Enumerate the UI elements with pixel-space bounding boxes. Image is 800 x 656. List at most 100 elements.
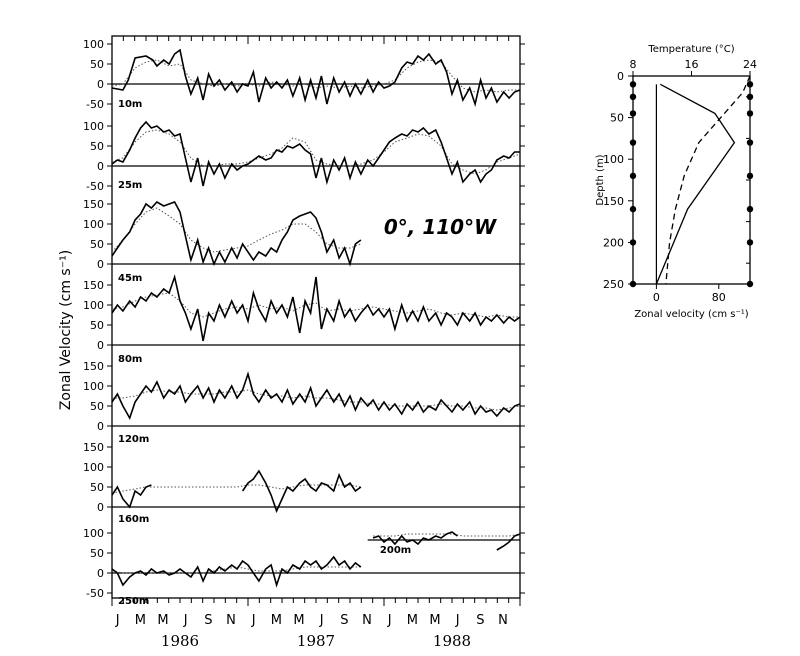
sensor-marker-left [629, 280, 637, 288]
y-tick-label: 50 [90, 319, 104, 332]
panel-200m: 200m [367, 531, 521, 556]
month-tick-label: M [135, 613, 146, 628]
temperature-axis-title: Temperature (°C) [647, 44, 734, 55]
depth-label: 250m [118, 596, 149, 607]
velocity-axis-title: Zonal velocity (cm s⁻¹) [634, 309, 748, 320]
depth-tick-label: 150 [603, 195, 624, 208]
y-tick-label: 150 [83, 360, 104, 373]
sensor-marker-left [629, 110, 637, 117]
velocity-series-line [111, 48, 521, 107]
depth-tick-label: 0 [617, 70, 624, 83]
dotted-series-line [111, 59, 520, 93]
y-axis-title: Zonal Velocity (cm s⁻¹) [58, 250, 74, 410]
sensor-marker-right [746, 93, 754, 101]
year-label: 1988 [433, 632, 471, 650]
year-label: 1986 [161, 632, 199, 650]
depth-tick-label: 200 [603, 236, 624, 249]
depth-axis-title: Depth (m) [595, 154, 606, 205]
y-tick-label: 100 [83, 218, 104, 231]
sensor-marker-right [746, 280, 754, 288]
depth-label: 160m [118, 514, 149, 525]
panel-80m: 150 100 50 0 80m [83, 274, 525, 365]
y-tick-label: 50 [90, 140, 104, 153]
y-tick-label: 100 [83, 380, 104, 393]
y-tick-label: -50 [86, 587, 104, 600]
depth-label: 45m [118, 273, 142, 284]
profile-inset-chart: 0 50 100 150 200 250 8 16 24 0 80 Temperature (°C) Z… [595, 44, 757, 320]
panel-10m: 100 50 0 -50 10m [83, 38, 525, 111]
plot-frame [111, 35, 521, 599]
dotted-series-line [111, 207, 362, 253]
year-label: 1987 [297, 632, 335, 650]
velocity-tick-label: 80 [712, 291, 726, 304]
y-tick-label: 0 [97, 160, 104, 173]
panel-45m: 150 100 50 0 45m [83, 198, 525, 284]
panel-120m: 150 100 50 0 120m [83, 360, 525, 445]
sensor-marker-left [629, 81, 637, 88]
depth-tick-label: 100 [603, 153, 624, 166]
dotted-series-line [111, 292, 520, 318]
y-tick-label: 0 [97, 258, 104, 271]
month-tick-label: M [157, 613, 168, 628]
y-tick-label: 100 [83, 299, 104, 312]
month-tick-label: N [362, 613, 372, 628]
month-tick-label: J [183, 613, 188, 628]
panel-25m: 100 50 0 -50 25m [83, 120, 525, 193]
depth-label: 10m [118, 99, 142, 110]
depth-label: 120m [118, 434, 149, 445]
temperature-profile [665, 75, 751, 285]
y-tick-label: 50 [90, 547, 104, 560]
month-tick-label: J [387, 613, 392, 628]
sensor-marker-left [629, 93, 637, 101]
profile-frame [632, 75, 751, 285]
velocity-series-line [111, 274, 521, 342]
velocity-series-line [111, 200, 362, 267]
sensor-marker-left [629, 239, 637, 246]
velocity-tick-label: 0 [653, 291, 660, 304]
month-tick-label: S [476, 613, 484, 628]
dotted-series-line [112, 389, 521, 411]
y-tick-label: 100 [83, 38, 104, 51]
sensor-marker-right [746, 139, 754, 146]
velocity-series-line [111, 555, 362, 588]
month-tick-label: S [340, 613, 348, 628]
month-tick-label: S [204, 613, 212, 628]
sensor-marker-right [746, 239, 754, 246]
y-tick-label: 50 [90, 58, 104, 71]
month-tick-label: M [407, 613, 418, 628]
sensor-marker-left [629, 139, 637, 146]
month-tick-label: J [251, 613, 256, 628]
velocity-series-line [111, 469, 362, 514]
y-tick-label: 50 [90, 481, 104, 494]
velocity-series-line [111, 120, 520, 187]
velocity-series-line [372, 531, 521, 551]
sensor-marker-right [746, 110, 754, 117]
sensor-marker-right [746, 81, 754, 88]
panel-250m: 100 50 0 -50 250m [83, 527, 525, 607]
y-tick-label: -50 [86, 180, 104, 193]
month-tick-label: J [115, 613, 120, 628]
y-tick-label: 100 [83, 120, 104, 133]
y-tick-label: 0 [97, 78, 104, 91]
y-tick-label: 150 [83, 441, 104, 454]
sensor-marker-right [746, 205, 754, 213]
mean-velocity-profile [655, 83, 736, 285]
y-tick-label: 0 [97, 339, 104, 352]
sensor-marker-left [629, 172, 637, 180]
month-tick-label: J [455, 613, 460, 628]
y-tick-label: 150 [83, 279, 104, 292]
sensor-marker-right [746, 172, 754, 180]
month-tick-label: M [271, 613, 282, 628]
y-tick-label: 0 [97, 501, 104, 514]
chart-title: 0°, 110°W [384, 215, 497, 239]
panel-160m: 150 100 50 0 160m [83, 441, 525, 525]
month-tick-label: M [429, 613, 440, 628]
y-tick-label: -50 [86, 98, 104, 111]
month-tick-label: M [293, 613, 304, 628]
month-tick-label: N [498, 613, 508, 628]
velocity-series-line [111, 371, 521, 420]
y-tick-label: 50 [90, 400, 104, 413]
dotted-series-line [111, 129, 521, 175]
depth-label: 80m [118, 354, 142, 365]
